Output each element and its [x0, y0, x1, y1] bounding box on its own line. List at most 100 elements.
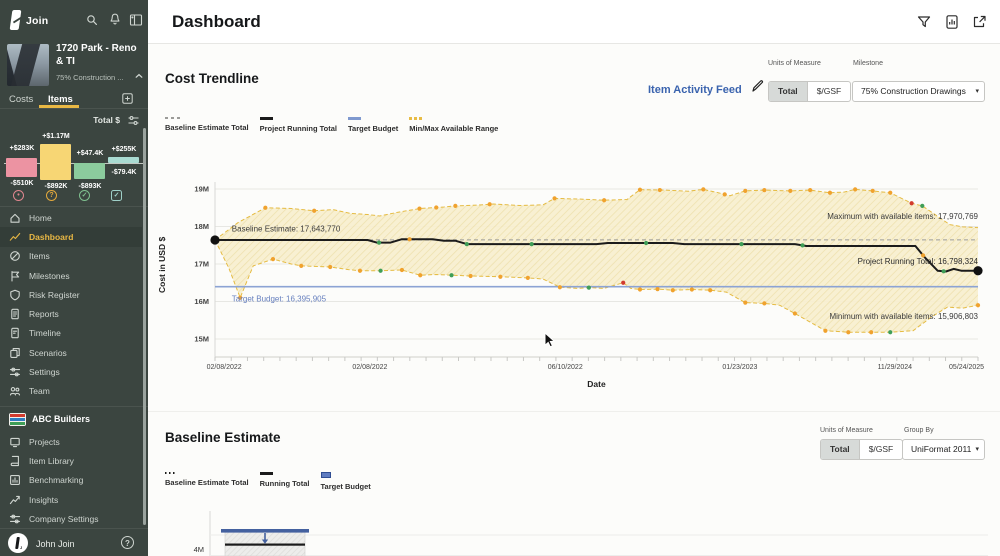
sidebar-item-label: Items [29, 251, 50, 262]
sidebar-item-risk-register[interactable]: Risk Register [0, 285, 142, 304]
cost-bar-rect [74, 163, 105, 179]
sidebar-item-timeline[interactable]: Timeline [0, 324, 142, 343]
items-icon [9, 250, 21, 262]
cost-below-label: -$892K [44, 183, 68, 190]
baseline-estimate-title: Baseline Estimate [165, 430, 281, 445]
mini-running-line [225, 543, 305, 546]
svg-text:01/23/2023: 01/23/2023 [722, 364, 757, 371]
legend-swatch [259, 472, 273, 475]
legend-label: Target Budget [348, 124, 399, 133]
milestone-dropdown[interactable]: 75% Construction Drawings ▾ [852, 81, 985, 102]
top-header: Dashboard [148, 0, 1000, 44]
report-icon[interactable] [944, 14, 960, 30]
legend-swatch [348, 117, 361, 120]
sliders-icon[interactable] [127, 114, 140, 127]
sidebar-item-insights[interactable]: Insights [0, 490, 142, 509]
sidebar-item-label: Risk Register [29, 289, 80, 300]
milestone-label: Milestone [853, 60, 883, 67]
cost-trendline-chart: 15M 16M 17M 18M 19M 02/08/2022 02/08/2022 06/10… [194, 182, 984, 389]
org-logo-icon [9, 413, 26, 426]
settings-icon [9, 366, 21, 378]
sidebar-item-projects[interactable]: Projects [0, 432, 142, 451]
user-name: John Join [36, 539, 75, 549]
legend-label: Target Budget [320, 482, 371, 491]
svg-text:Minimum with available items:: Minimum with available items: 15,906,803 [829, 312, 978, 321]
cost-impact-mini-chart: +$283K -$510K +$1.17M -$892K +$47.4K -$893K +$… [0, 133, 148, 193]
milestones-icon [9, 270, 21, 282]
sidebar-item-label: Insights [29, 494, 59, 505]
avatar: J [8, 533, 28, 553]
active-tab-underline [39, 105, 79, 108]
units-gsf-button[interactable]: $/GSF [806, 82, 851, 101]
join-logo-text: Join [26, 15, 49, 27]
sidebar-item-label: Benchmarking [29, 475, 84, 486]
group-by-label: Group By [904, 427, 934, 434]
bell-icon[interactable] [107, 12, 123, 28]
pending-status-icon[interactable]: ? [46, 190, 57, 201]
sidebar-item-team[interactable]: Team [0, 382, 142, 401]
group-by-dropdown[interactable]: UniFormat 2011 ▾ [902, 439, 985, 460]
item-status-row: •? ✓ ✓ [0, 190, 148, 204]
legend-swatch [320, 472, 331, 478]
legend-swatch [259, 117, 273, 120]
item-activity-feed-link[interactable]: Item Activity Feed [648, 84, 742, 96]
project-name: 1720 Park - Reno & TI [56, 43, 137, 67]
sidebar-item-scenarios[interactable]: Scenarios [0, 343, 142, 362]
team-icon [9, 385, 21, 397]
svg-text:Baseline Estimate: 17,643,770: Baseline Estimate: 17,643,770 [232, 224, 341, 233]
costs-display-settings-icon[interactable] [121, 92, 134, 105]
org-header[interactable]: ABC Builders [0, 411, 148, 429]
legend-label: Min/Max Available Range [409, 123, 499, 133]
units-toggle: Total $/GSF [820, 439, 904, 460]
panel-toggle-icon[interactable] [128, 12, 144, 28]
help-icon[interactable]: ? [121, 536, 134, 549]
user-row[interactable]: J John Join ? [0, 529, 148, 556]
cost-above-label: +$283K [9, 145, 35, 152]
edit-pencil-icon[interactable] [750, 78, 766, 94]
svg-text:Project Running Total: 16,798,: Project Running Total: 16,798,324 [858, 257, 979, 266]
sidebar-item-label: Dashboard [29, 231, 74, 242]
projects-icon [9, 436, 21, 448]
incorporated-status-icon[interactable]: ✓ [111, 190, 122, 201]
sidebar-item-label: Reports [29, 309, 59, 320]
sidebar-item-company-settings[interactable]: Company Settings [0, 509, 142, 528]
sidebar-item-items[interactable]: Items [0, 247, 142, 266]
units-total-button[interactable]: Total [769, 82, 807, 101]
main-content: Cost Trendline Item Activity Feed Units … [148, 45, 1000, 556]
legend-swatch [165, 472, 177, 474]
legend-item-running-total: Running Total [259, 472, 310, 491]
sidebar-item-label: Projects [29, 436, 60, 447]
sidebar-item-reports[interactable]: Reports [0, 304, 142, 323]
units-total-button[interactable]: Total [821, 440, 859, 459]
sidebar-item-settings[interactable]: Settings [0, 362, 142, 381]
chevron-up-icon[interactable] [134, 71, 144, 81]
share-icon[interactable] [972, 14, 988, 30]
legend-label: Project Running Total [259, 124, 337, 133]
reports-icon [9, 308, 21, 320]
sidebar-item-dashboard[interactable]: Dashboard [0, 227, 142, 247]
accepted-status-icon[interactable]: ✓ [79, 190, 90, 201]
tab-items[interactable]: Items [48, 94, 73, 105]
units-gsf-button[interactable]: $/GSF [858, 440, 903, 459]
legend-label: Baseline Estimate Total [165, 478, 249, 487]
legend-item-target-budget: Target Budget [320, 472, 371, 491]
cost-above-label: +$47.4K [76, 150, 104, 157]
sidebar-item-item-library[interactable]: Item Library [0, 451, 142, 470]
project-thumbnail[interactable] [7, 44, 49, 86]
sidebar-item-benchmarking[interactable]: Benchmarking [0, 471, 142, 490]
cost-below-label: -$893K [78, 183, 102, 190]
svg-text:15M: 15M [194, 335, 209, 344]
search-icon[interactable] [84, 12, 100, 28]
mini-target-line [221, 529, 309, 533]
rejected-status-icon[interactable]: • [13, 190, 24, 201]
sidebar-item-label: Milestones [29, 270, 70, 281]
sidebar-scrollbar[interactable] [143, 128, 146, 525]
sidebar-item-home[interactable]: Home [0, 208, 142, 227]
tab-costs[interactable]: Costs [9, 94, 34, 105]
units-toggle: Total $/GSF [768, 81, 852, 102]
filter-icon[interactable] [916, 14, 932, 30]
cost-bar-rect [40, 144, 71, 180]
sidebar-item-milestones[interactable]: Milestones [0, 266, 142, 285]
mini-y-tick: 4M [194, 545, 204, 554]
